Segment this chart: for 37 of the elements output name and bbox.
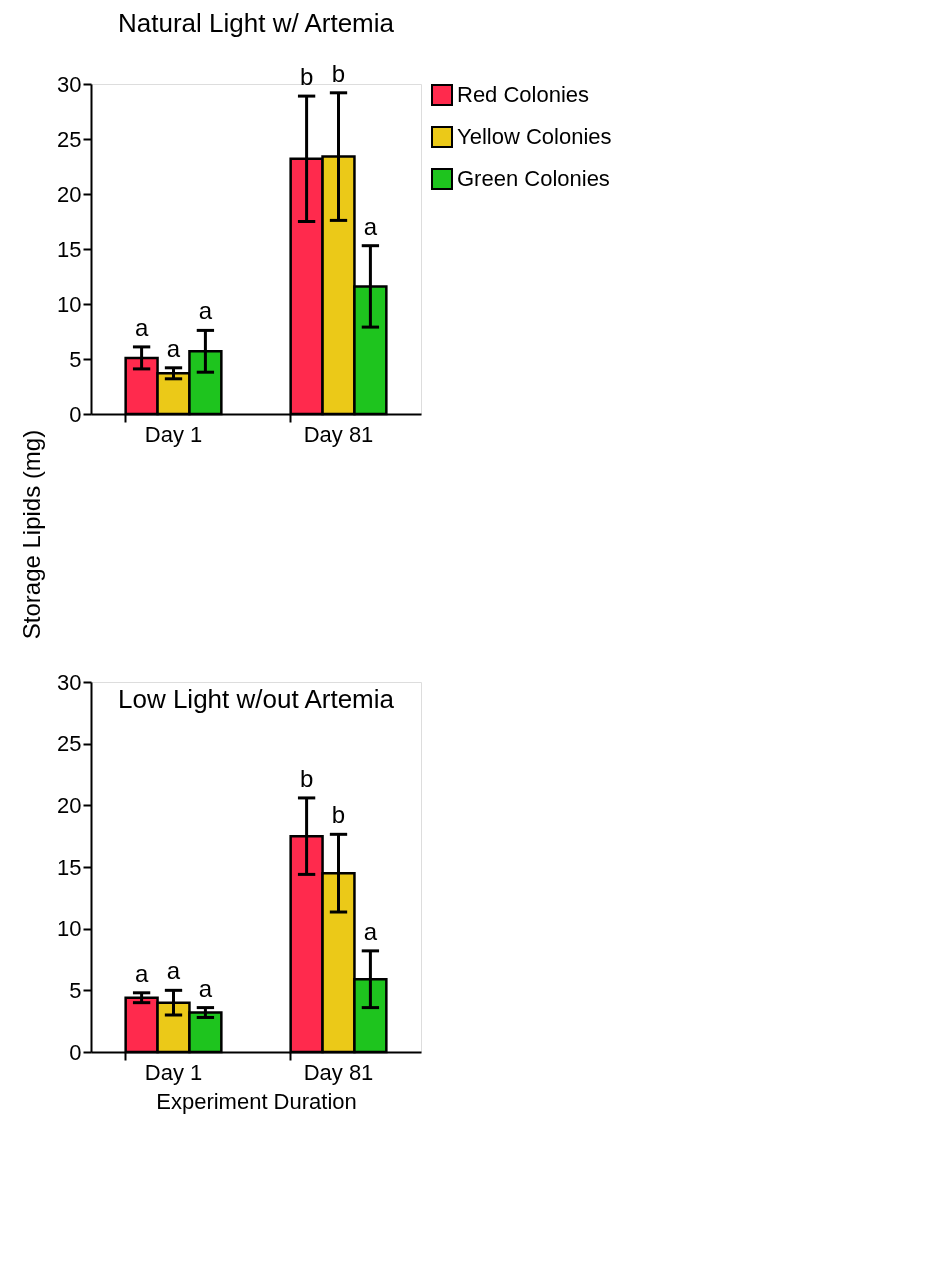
y-tick-label: 25 bbox=[57, 731, 82, 757]
data-label: b bbox=[331, 801, 346, 829]
y-tick-label: 0 bbox=[69, 1039, 82, 1065]
y-tick-label: 5 bbox=[69, 977, 82, 1003]
y-tick-label: 30 bbox=[57, 669, 82, 695]
y-tick-label: 10 bbox=[57, 291, 82, 317]
data-label: a bbox=[134, 959, 149, 987]
x-tick-label: Day 1 bbox=[144, 1059, 203, 1085]
data-label: a bbox=[363, 212, 378, 240]
data-label: a bbox=[134, 313, 149, 341]
data-label: a bbox=[198, 974, 213, 1002]
x-tick-label: Day 1 bbox=[144, 421, 203, 447]
y-tick-label: 15 bbox=[57, 236, 82, 262]
legend-label: Red Colonies bbox=[457, 82, 590, 107]
legend-label: Yellow Colonies bbox=[457, 124, 612, 149]
data-label: b bbox=[299, 63, 314, 91]
x-tick-label: Day 81 bbox=[303, 421, 374, 447]
chart-title: Natural Light w/ Artemia bbox=[117, 7, 395, 38]
y-tick-label: 20 bbox=[57, 181, 82, 207]
y-tick-label: 10 bbox=[57, 916, 82, 942]
data-label: a bbox=[166, 334, 181, 362]
y-axis-title: Storage Lipids (mg) bbox=[18, 429, 46, 640]
data-label: a bbox=[363, 917, 378, 945]
data-label: a bbox=[166, 957, 181, 985]
y-tick-label: 0 bbox=[69, 401, 82, 427]
y-tick-label: 25 bbox=[57, 126, 82, 152]
x-axis-title: Experiment Duration bbox=[156, 1088, 357, 1114]
data-label: b bbox=[299, 764, 314, 792]
y-tick-label: 30 bbox=[57, 71, 82, 97]
data-label: b bbox=[331, 59, 346, 87]
chart-title: Low Light w/out Artemia bbox=[117, 684, 395, 714]
legend-label: Green Colonies bbox=[457, 166, 610, 191]
y-tick-label: 5 bbox=[69, 346, 82, 372]
y-tick-label: 20 bbox=[57, 792, 82, 818]
data-label: a bbox=[198, 297, 213, 325]
x-tick-label: Day 81 bbox=[303, 1059, 374, 1085]
y-tick-label: 15 bbox=[57, 854, 82, 880]
